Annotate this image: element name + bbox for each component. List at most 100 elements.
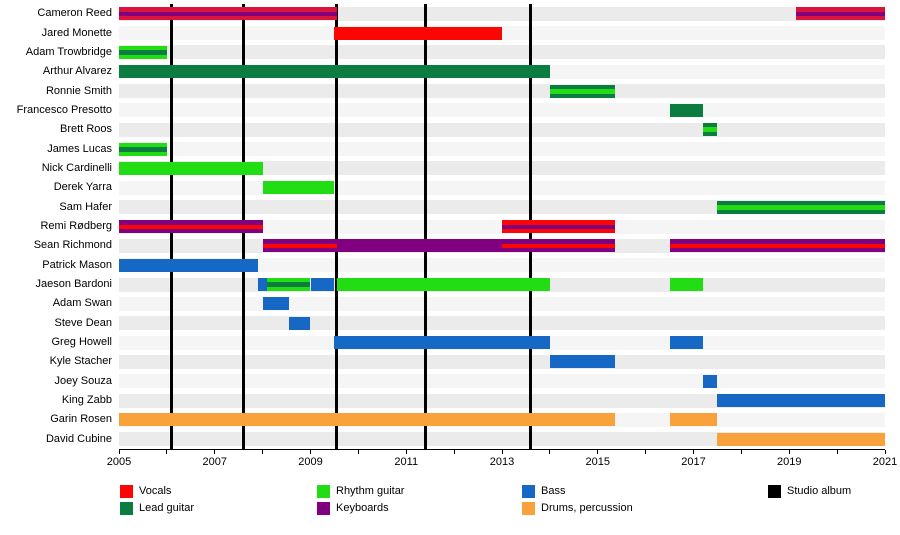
legend-label: Keyboards (336, 502, 389, 514)
member-bar (336, 239, 502, 253)
secondary-role-stripe (703, 127, 718, 133)
member-bar (717, 432, 885, 446)
x-axis-tick-label: 2015 (585, 456, 610, 468)
member-label: Sam Hafer (59, 200, 112, 213)
x-axis-tick (788, 450, 790, 454)
secondary-role-stripe (119, 11, 337, 16)
member-bar (502, 239, 615, 253)
member-bar (549, 355, 615, 369)
member-label: Cameron Reed (37, 7, 112, 20)
legend-item: Drums, percussion (522, 502, 702, 515)
secondary-role-stripe (262, 243, 337, 248)
member-bar (119, 258, 258, 272)
legend-swatch-darkgreen (120, 502, 133, 515)
member-bar (119, 220, 263, 233)
legend-swatch-orange (522, 502, 535, 515)
x-axis-tick (214, 450, 216, 454)
member-label: Steve Dean (54, 316, 112, 329)
member-bar (334, 26, 502, 40)
x-axis-line (119, 449, 885, 450)
legend-label: Lead guitar (139, 502, 195, 514)
member-label: James Lucas (47, 142, 112, 155)
row-band (119, 354, 885, 369)
x-axis-tick (453, 450, 455, 454)
x-axis-tick-label: 2019 (777, 456, 802, 468)
member-bar (502, 220, 615, 233)
x-axis-tick (645, 450, 647, 454)
x-axis-tick-label: 2011 (394, 456, 419, 468)
member-label: Ronnie Smith (45, 84, 112, 97)
member-label: Adam Trowbridge (25, 45, 112, 58)
row-band (119, 161, 885, 176)
member-bar (119, 142, 167, 156)
secondary-role-stripe (502, 224, 615, 229)
member-bar (262, 181, 335, 195)
row-band (119, 84, 885, 99)
member-bar (669, 239, 885, 253)
legend-swatch-black (768, 485, 781, 498)
member-label: David Cubine (45, 432, 112, 445)
member-bar (703, 123, 718, 137)
legend-swatch-red (120, 485, 133, 498)
member-label: Adam Swan (52, 297, 112, 310)
row-band (119, 258, 885, 273)
member-bar (119, 45, 167, 59)
member-bar (288, 316, 311, 330)
secondary-role-stripe (267, 282, 311, 288)
member-bar (796, 7, 885, 21)
x-axis-tick (405, 450, 407, 454)
x-axis-tick (118, 450, 120, 454)
member-bar (336, 278, 550, 292)
member-label: Remi Rødberg (40, 220, 112, 232)
member-bar (119, 413, 615, 427)
member-bar (669, 103, 704, 117)
member-bar (257, 278, 268, 292)
member-label: Jared Monette (41, 26, 112, 39)
x-axis-tick-label: 2007 (202, 456, 227, 468)
studio-album-line (335, 4, 339, 449)
member-bar (669, 278, 704, 292)
member-label: Garin Rosen (50, 413, 112, 426)
row-band (119, 103, 885, 118)
studio-album-line (423, 4, 427, 449)
member-bar (119, 161, 263, 175)
row-band (119, 296, 885, 311)
legend-swatch-lime (317, 485, 330, 498)
row-band (119, 122, 885, 137)
legend-item: Bass (522, 485, 702, 498)
x-axis-tick (597, 450, 599, 454)
row-band (119, 393, 885, 408)
member-bar (669, 413, 718, 427)
row-band (119, 432, 885, 447)
member-label: Kyle Stacher (49, 355, 112, 368)
secondary-role-stripe (502, 243, 615, 248)
member-label: Sean Richmond (33, 239, 112, 252)
secondary-role-stripe (119, 49, 167, 55)
legend-label: Studio album (787, 485, 852, 497)
legend-swatch-purple (317, 502, 330, 515)
row-band (119, 374, 885, 389)
secondary-role-stripe (119, 224, 263, 229)
member-label: Joey Souza (54, 374, 112, 387)
member-bar (717, 394, 885, 408)
x-axis-tick (166, 450, 168, 454)
row-band (119, 142, 885, 157)
member-label: Greg Howell (51, 336, 112, 349)
member-label: Patrick Mason (42, 258, 112, 271)
member-bar (310, 278, 335, 292)
member-bar (119, 65, 550, 79)
secondary-role-stripe (717, 204, 885, 210)
member-label: Derek Yarra (53, 181, 112, 194)
member-label: King Zabb (61, 394, 112, 407)
member-label: Francesco Presotto (16, 103, 112, 116)
member-label: Nick Cardinelli (41, 161, 112, 174)
x-axis-tick-label: 2017 (681, 456, 706, 468)
x-axis-tick (740, 450, 742, 454)
secondary-role-stripe (119, 146, 167, 152)
legend-item: Studio album (768, 485, 900, 498)
legend-label: Rhythm guitar (336, 485, 405, 497)
member-bar (669, 336, 704, 350)
member-bar (262, 239, 337, 253)
legend-label: Drums, percussion (541, 502, 633, 514)
member-bar (549, 84, 615, 98)
